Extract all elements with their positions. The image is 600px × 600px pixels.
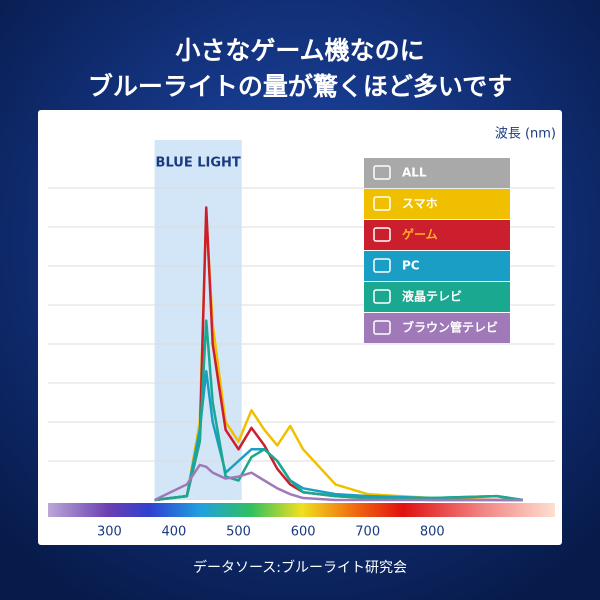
x-tick-label: 800 [420, 525, 445, 540]
x-tick-label: 600 [291, 525, 316, 540]
x-tick-label: 400 [162, 525, 187, 540]
source: データソース:ブルーライト研究会 [193, 559, 407, 576]
legend-row [364, 189, 510, 219]
x-tick-label: 700 [355, 525, 380, 540]
subtitle: ブルーライトの量が驚くほど多いです [88, 72, 512, 101]
legend-row [364, 251, 510, 281]
legend-row [364, 313, 510, 343]
legend-icon [373, 258, 391, 273]
legend-icon [373, 289, 391, 304]
legend-label: スマホ [402, 197, 438, 211]
x-tick-label: 300 [97, 525, 122, 540]
legend-label: PC [402, 259, 420, 273]
series-line [154, 319, 523, 502]
band-label: BLUE LIGHT [156, 156, 241, 171]
legend-label: ゲーム [402, 227, 438, 242]
spectrum-bar [48, 503, 555, 517]
legend-icon [373, 320, 391, 335]
legend-label: ブラウン管テレビ [402, 320, 498, 335]
legend-row [364, 282, 510, 312]
legend-icon [373, 165, 391, 180]
legend-icon [373, 227, 391, 242]
x-axis-label: 波長 (nm) [495, 127, 556, 142]
x-tick-label: 500 [226, 525, 251, 540]
series-line [154, 463, 523, 502]
title: 小さなゲーム機なのに [175, 36, 424, 65]
legend-label: 液晶テレビ [402, 289, 462, 304]
legend-label: ALL [402, 166, 427, 180]
legend-row [364, 158, 510, 188]
legend-icon [373, 196, 391, 211]
legend-row [364, 220, 510, 250]
